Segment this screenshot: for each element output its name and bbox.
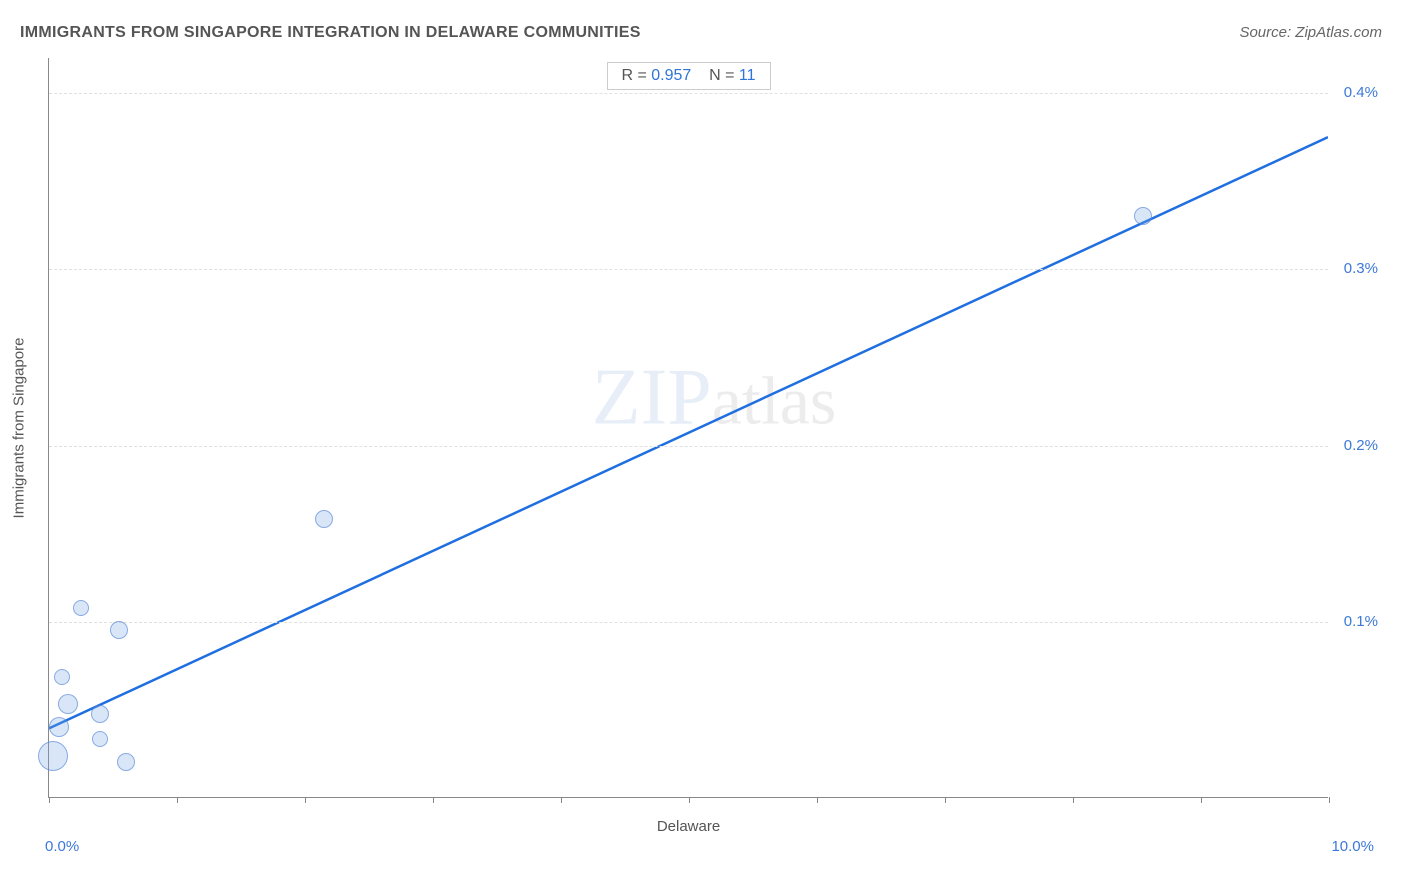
source-attribution: Source: ZipAtlas.com [1239,24,1382,41]
x-tick [177,797,178,803]
chart-title: IMMIGRANTS FROM SINGAPORE INTEGRATION IN… [20,24,641,42]
gridline-h [49,622,1328,623]
x-tick [433,797,434,803]
x-axis-label: Delaware [657,818,720,835]
y-tick-label: 0.3% [1344,260,1378,277]
stats-box: R = 0.957 N = 11 [606,62,770,90]
data-point [54,669,70,685]
y-tick-label: 0.1% [1344,613,1378,630]
x-tick [1329,797,1330,803]
x-tick [49,797,50,803]
x-tick [1073,797,1074,803]
data-point [73,600,89,616]
x-tick [305,797,306,803]
x-tick-label-min: 0.0% [45,838,79,855]
r-label: R = [621,67,646,84]
y-tick-label: 0.2% [1344,437,1378,454]
x-tick [817,797,818,803]
x-tick [689,797,690,803]
r-value: 0.957 [651,67,691,84]
data-point [117,753,135,771]
watermark-atlas: atlas [712,362,837,438]
data-point [49,717,69,737]
n-label: N = [709,67,734,84]
data-point [91,705,109,723]
gridline-h [49,93,1328,94]
data-point [38,741,68,771]
data-point [315,510,333,528]
gridline-h [49,446,1328,447]
data-point [110,621,128,639]
y-tick-label: 0.4% [1344,84,1378,101]
data-point [92,731,108,747]
n-value: 11 [739,67,756,84]
watermark: ZIPatlas [592,352,837,443]
chart-container: ZIPatlas R = 0.957 N = 11 Immigrants fro… [48,58,1378,840]
x-tick [1201,797,1202,803]
gridline-h [49,269,1328,270]
plot-area: ZIPatlas R = 0.957 N = 11 Immigrants fro… [48,58,1328,798]
x-tick [561,797,562,803]
x-tick [945,797,946,803]
data-point [58,694,78,714]
watermark-zip: ZIP [592,353,712,441]
y-axis-label: Immigrants from Singapore [11,337,28,518]
x-tick-label-max: 10.0% [1331,838,1374,855]
data-point [1134,207,1152,225]
